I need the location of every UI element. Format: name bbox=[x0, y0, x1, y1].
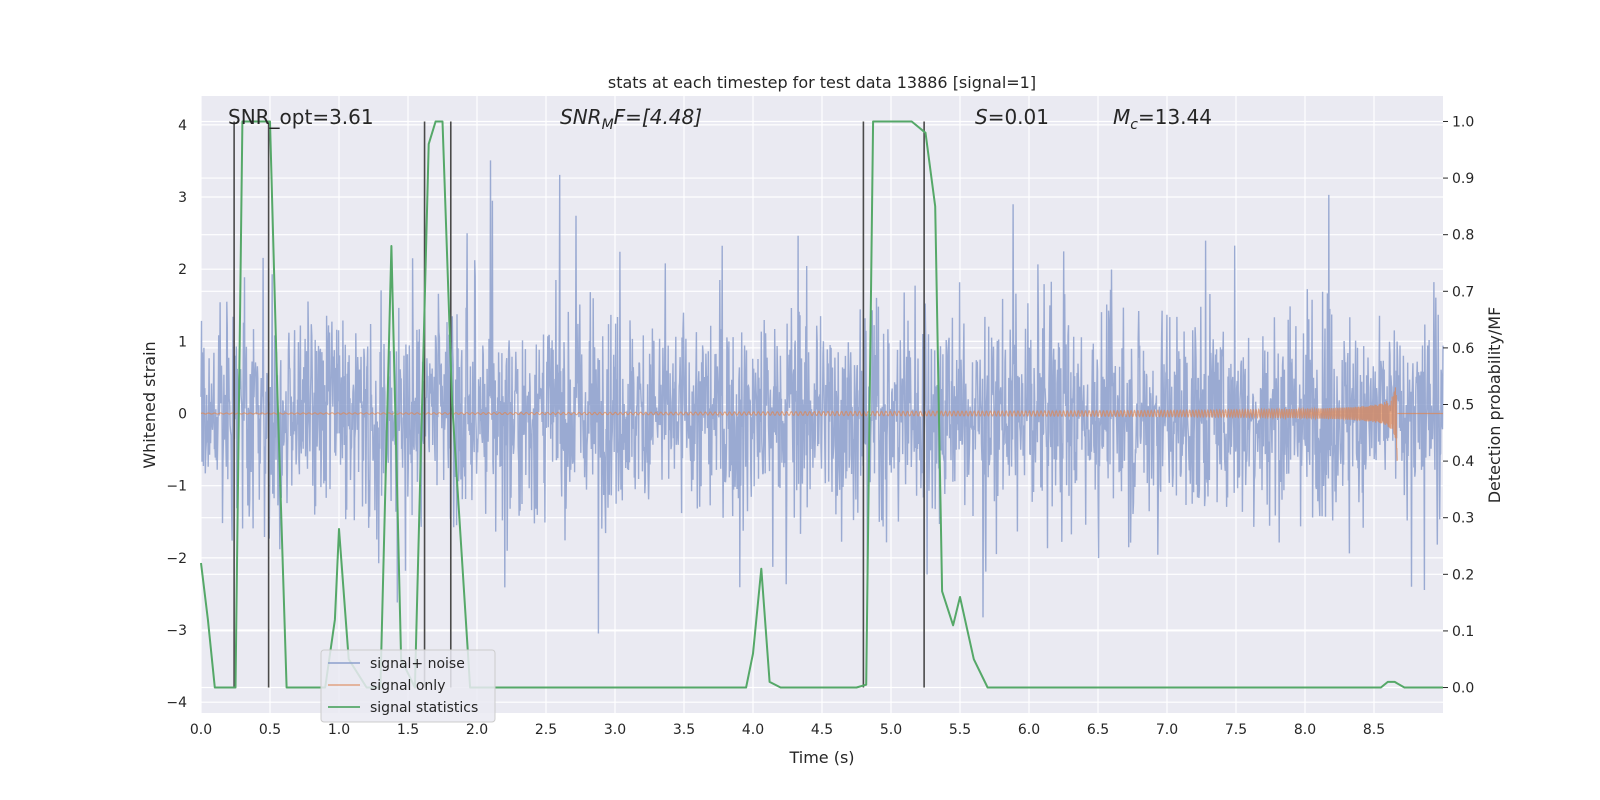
legend-label-signal-only: signal only bbox=[370, 678, 445, 694]
y-left-tick-label: 0 bbox=[178, 407, 187, 423]
x-tick-label: 1.0 bbox=[328, 722, 350, 738]
y-right-tick-label: 0.9 bbox=[1452, 171, 1474, 187]
y-left-tick-label: 4 bbox=[178, 118, 187, 134]
y-right-tick-label: 0.7 bbox=[1452, 284, 1474, 300]
y-axis-left-ticks: 4 3 2 1 0 −1 −2 −3 −4 bbox=[166, 118, 187, 711]
signal-only-line bbox=[200, 387, 1398, 461]
x-tick-label: 7.0 bbox=[1156, 722, 1178, 738]
x-tick-label: 5.5 bbox=[949, 722, 971, 738]
x-tick-label: 4.5 bbox=[811, 722, 833, 738]
x-tick-label: 2.0 bbox=[466, 722, 488, 738]
x-tick-label: 0.0 bbox=[190, 722, 212, 738]
y-axis-left-label: Whitened strain bbox=[140, 341, 159, 468]
y-axis-right-label: Detection probability/MF bbox=[1485, 307, 1504, 504]
legend-item-signal-noise: signal+ noise bbox=[328, 656, 465, 672]
x-tick-label: 6.5 bbox=[1087, 722, 1109, 738]
y-axis-right-ticks: 1.0 0.9 0.8 0.7 0.6 0.5 0.4 0.3 0.2 0.1 0.0 bbox=[1443, 114, 1474, 697]
x-tick-label: 6.0 bbox=[1018, 722, 1040, 738]
legend-label-signal-noise: signal+ noise bbox=[370, 656, 465, 672]
series-signal-only bbox=[200, 387, 1443, 461]
x-tick-label: 7.5 bbox=[1225, 722, 1247, 738]
x-tick-label: 1.5 bbox=[397, 722, 419, 738]
x-tick-label: 0.5 bbox=[259, 722, 281, 738]
y-left-tick-label: −4 bbox=[166, 695, 187, 711]
x-tick-label: 5.0 bbox=[880, 722, 902, 738]
y-right-tick-label: 1.0 bbox=[1452, 114, 1474, 130]
x-axis-label: Time (s) bbox=[788, 748, 854, 767]
y-right-tick-label: 0.8 bbox=[1452, 228, 1474, 244]
y-right-tick-label: 0.5 bbox=[1452, 398, 1474, 414]
y-left-tick-label: 2 bbox=[178, 262, 187, 278]
legend-item-signal-only: signal only bbox=[328, 678, 445, 694]
x-tick-label: 2.5 bbox=[535, 722, 557, 738]
y-right-tick-label: 0.2 bbox=[1452, 567, 1474, 583]
legend-item-signal-statistics: signal statistics bbox=[328, 700, 478, 716]
y-left-tick-label: 3 bbox=[178, 190, 187, 206]
y-left-tick-label: 1 bbox=[178, 334, 187, 350]
chart-title: stats at each timestep for test data 138… bbox=[608, 73, 1036, 92]
legend-box bbox=[320, 649, 496, 723]
legend: signal+ noise signal only signal statist… bbox=[320, 649, 496, 723]
x-tick-label: 8.5 bbox=[1363, 722, 1385, 738]
annotation-s: S=0.01 bbox=[975, 105, 1049, 129]
annotation-mc: Mc=13.44 bbox=[1113, 105, 1212, 133]
y-left-tick-label: −2 bbox=[166, 551, 187, 567]
x-axis-ticks: 0.0 0.5 1.0 1.5 2.0 2.5 3.0 3.5 4.0 4.5 5.0 5.5 6.0 6… bbox=[190, 722, 1385, 738]
legend-label-signal-statistics: signal statistics bbox=[370, 700, 478, 716]
y-right-tick-label: 0.3 bbox=[1452, 511, 1474, 527]
annotation-snr-mf: SNRMF=[4.48] bbox=[560, 105, 702, 133]
x-tick-label: 4.0 bbox=[742, 722, 764, 738]
x-tick-label: 8.0 bbox=[1294, 722, 1316, 738]
x-tick-label: 3.5 bbox=[673, 722, 695, 738]
y-right-tick-label: 0.1 bbox=[1452, 624, 1474, 640]
y-right-tick-label: 0.6 bbox=[1452, 341, 1474, 357]
detection-markers bbox=[233, 121, 925, 688]
y-right-tick-label: 0.0 bbox=[1452, 681, 1474, 697]
x-tick-label: 3.0 bbox=[604, 722, 626, 738]
y-right-tick-label: 0.4 bbox=[1452, 454, 1474, 470]
annotation-snr-opt: SNR_opt=3.61 bbox=[228, 105, 374, 129]
y-left-tick-label: −3 bbox=[166, 623, 187, 639]
y-left-tick-label: −1 bbox=[166, 479, 187, 495]
